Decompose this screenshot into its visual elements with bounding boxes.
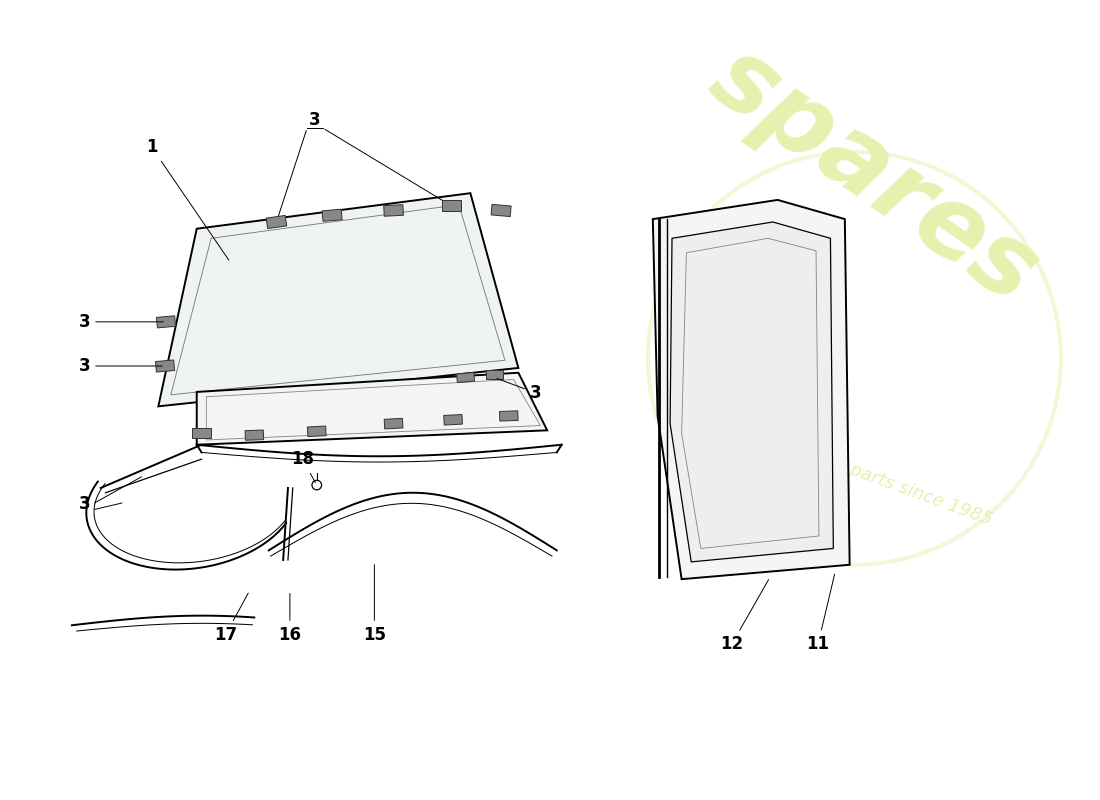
Polygon shape [158,193,518,406]
FancyBboxPatch shape [486,370,503,379]
Text: 3: 3 [309,111,321,130]
FancyBboxPatch shape [384,418,403,429]
FancyBboxPatch shape [443,414,462,425]
Text: 3: 3 [78,313,163,331]
Text: 3: 3 [78,495,90,514]
Text: 11: 11 [806,574,835,654]
Text: 12: 12 [720,580,769,654]
FancyBboxPatch shape [192,429,211,438]
Text: 1: 1 [146,138,229,260]
FancyBboxPatch shape [307,426,326,437]
Text: 18: 18 [290,450,316,482]
FancyBboxPatch shape [499,411,518,421]
FancyBboxPatch shape [322,209,342,222]
Polygon shape [197,373,547,445]
Text: 17: 17 [214,593,249,644]
FancyBboxPatch shape [384,205,404,216]
FancyBboxPatch shape [155,360,175,372]
Text: a passion for parts since 1985: a passion for parts since 1985 [734,418,994,529]
FancyBboxPatch shape [491,204,512,217]
Polygon shape [652,200,849,579]
FancyBboxPatch shape [441,200,461,211]
Text: 3: 3 [497,378,541,402]
Text: spares: spares [692,29,1055,323]
FancyBboxPatch shape [245,430,264,440]
Text: 16: 16 [278,594,301,644]
FancyBboxPatch shape [156,316,176,328]
Polygon shape [670,222,834,562]
Text: 3: 3 [78,357,163,375]
FancyBboxPatch shape [456,373,474,382]
FancyBboxPatch shape [266,215,287,229]
Text: 15: 15 [363,565,386,644]
